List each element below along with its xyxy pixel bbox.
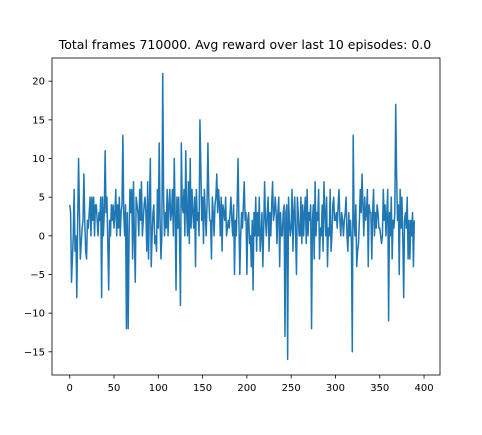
x-tick-label-350: 350 <box>370 383 389 394</box>
y-tick-label-0: 0 <box>39 231 45 242</box>
y-tick-label--15: −15 <box>24 347 45 358</box>
x-tick-label-50: 50 <box>108 383 121 394</box>
x-tick-label-0: 0 <box>67 383 73 394</box>
y-tick-label-10: 10 <box>32 154 45 165</box>
y-tick-label-15: 15 <box>32 115 45 126</box>
x-tick-label-400: 400 <box>415 383 434 394</box>
x-tick-label-100: 100 <box>149 383 168 394</box>
chart-title: Total frames 710000. Avg reward over las… <box>58 37 432 52</box>
x-tick-label-300: 300 <box>326 383 345 394</box>
y-tick-label-5: 5 <box>39 193 45 204</box>
y-tick-label--10: −10 <box>24 309 45 320</box>
x-tick-label-200: 200 <box>237 383 256 394</box>
x-tick-label-150: 150 <box>193 383 212 394</box>
y-tick-label--5: −5 <box>30 270 45 281</box>
y-tick-label-20: 20 <box>32 77 45 88</box>
x-tick-label-250: 250 <box>282 383 301 394</box>
